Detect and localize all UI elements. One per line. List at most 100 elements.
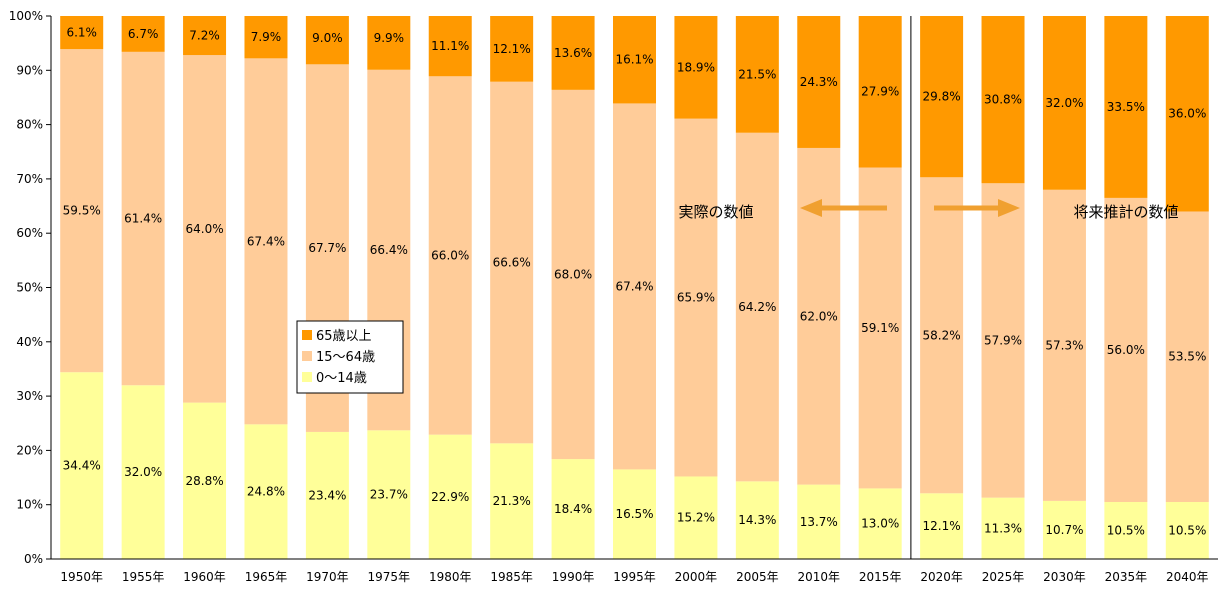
data-label: 13.0% bbox=[861, 517, 899, 531]
data-label: 56.0% bbox=[1107, 343, 1145, 357]
bar-segment bbox=[367, 16, 411, 70]
bar-segment bbox=[1165, 501, 1209, 559]
x-tick-label: 1960年 bbox=[183, 570, 226, 584]
bar-segment bbox=[551, 459, 595, 559]
data-label: 67.4% bbox=[615, 279, 653, 293]
data-label: 59.5% bbox=[63, 204, 101, 218]
bar-segment bbox=[858, 488, 902, 559]
data-label: 67.4% bbox=[247, 234, 285, 248]
data-label: 18.4% bbox=[554, 502, 592, 516]
bar-segment bbox=[551, 16, 595, 90]
data-label: 21.5% bbox=[738, 67, 776, 81]
x-axis: 1950年 1955年 1960年 1965年 1970年 1975年 1980年 1985年… bbox=[51, 558, 1218, 584]
bar-segment bbox=[490, 443, 534, 559]
bar-segment bbox=[490, 16, 534, 82]
bar-segment bbox=[797, 484, 841, 559]
x-tick-label: 2020年 bbox=[920, 570, 963, 584]
bar-segment bbox=[1165, 211, 1209, 502]
bar-segment bbox=[428, 434, 472, 559]
arrow-left-icon bbox=[800, 199, 887, 217]
data-label: 28.8% bbox=[185, 474, 223, 488]
bar-data-labels: 34.4% 59.5% 6.1% 32.0% 61.4% 6.7% 28.8% 64.0% 7.… bbox=[63, 26, 1207, 538]
data-label: 12.1% bbox=[493, 42, 531, 56]
bar-segment bbox=[735, 16, 779, 133]
bar-segment bbox=[1042, 16, 1086, 190]
stacked-bars bbox=[60, 16, 1209, 559]
bar-segment bbox=[674, 476, 718, 559]
legend-swatch bbox=[302, 330, 312, 340]
x-tick-label: 2010年 bbox=[797, 570, 840, 584]
data-label: 59.1% bbox=[861, 321, 899, 335]
bar-segment bbox=[1042, 189, 1086, 501]
data-label: 53.5% bbox=[1168, 350, 1206, 364]
data-label: 21.3% bbox=[493, 494, 531, 508]
bar-segment bbox=[674, 16, 718, 119]
bar-segment bbox=[244, 424, 288, 559]
bar-segment bbox=[244, 16, 288, 59]
data-label: 68.0% bbox=[554, 267, 592, 281]
x-tick-label: 1975年 bbox=[368, 570, 411, 584]
data-label: 66.4% bbox=[370, 243, 408, 257]
bar-segment bbox=[183, 16, 227, 56]
bar-segment bbox=[367, 430, 411, 559]
bar-segment bbox=[1104, 197, 1148, 502]
data-label: 10.7% bbox=[1045, 523, 1083, 537]
data-label: 62.0% bbox=[800, 309, 838, 323]
bar-segment bbox=[858, 167, 902, 489]
x-tick-label: 2030年 bbox=[1043, 570, 1086, 584]
data-label: 33.5% bbox=[1107, 100, 1145, 114]
data-label: 30.8% bbox=[984, 93, 1022, 107]
bar-segment bbox=[490, 81, 534, 444]
bar-segment bbox=[1104, 16, 1148, 198]
x-tick-label: 2040年 bbox=[1166, 570, 1209, 584]
legend-label: 65歳以上 bbox=[316, 329, 372, 344]
data-label: 10.5% bbox=[1107, 523, 1145, 537]
data-label: 64.2% bbox=[738, 300, 776, 314]
bar-segment bbox=[674, 118, 718, 477]
bar-segment bbox=[981, 497, 1025, 559]
data-label: 32.0% bbox=[124, 465, 162, 479]
bar-segment bbox=[121, 385, 165, 559]
bar-segment bbox=[305, 16, 349, 65]
annotation-actual-values: 実際の数値 bbox=[678, 203, 753, 221]
bar-segment bbox=[920, 493, 964, 559]
data-label: 18.9% bbox=[677, 60, 715, 74]
bar-segment bbox=[858, 16, 902, 168]
bar-segment bbox=[60, 49, 104, 373]
y-axis: 0% 10% 20% 30% 40% 50% 60% 70% 80% 90% 100% bbox=[9, 9, 52, 566]
data-label: 24.8% bbox=[247, 485, 285, 499]
data-label: 7.2% bbox=[189, 29, 220, 43]
x-tick-label: 1995年 bbox=[613, 570, 656, 584]
legend-box bbox=[296, 320, 404, 394]
y-tick-label: 50% bbox=[16, 281, 43, 295]
bar-segment bbox=[981, 16, 1025, 184]
bar-segment bbox=[428, 76, 472, 435]
bar-segment bbox=[613, 16, 656, 104]
arrow-head bbox=[800, 199, 822, 217]
data-label: 10.5% bbox=[1168, 523, 1206, 537]
legend-label: 0～14歳 bbox=[316, 371, 367, 386]
data-label: 32.0% bbox=[1045, 96, 1083, 110]
y-tick-label: 30% bbox=[16, 389, 43, 403]
data-label: 6.7% bbox=[128, 27, 159, 41]
bar-segment bbox=[121, 16, 165, 52]
data-label: 29.8% bbox=[923, 90, 961, 104]
bar-segment bbox=[305, 431, 349, 559]
x-tick-label: 2035年 bbox=[1105, 570, 1148, 584]
y-tick-label: 0% bbox=[24, 552, 43, 566]
bar-segment bbox=[1165, 16, 1209, 212]
data-label: 65.9% bbox=[677, 291, 715, 305]
y-tick-label: 80% bbox=[16, 118, 43, 132]
data-label: 16.5% bbox=[615, 507, 653, 521]
data-label: 9.0% bbox=[312, 31, 343, 45]
bar-segment bbox=[613, 469, 656, 559]
x-tick-label: 2015年 bbox=[859, 570, 902, 584]
arrow-right-icon bbox=[934, 199, 1020, 217]
y-tick-label: 20% bbox=[16, 443, 43, 457]
legend-swatch bbox=[302, 372, 312, 382]
data-label: 16.1% bbox=[615, 53, 653, 67]
bar-segment bbox=[920, 177, 964, 494]
data-label: 57.3% bbox=[1045, 338, 1083, 352]
bar-segment bbox=[428, 16, 472, 77]
data-label: 9.9% bbox=[374, 31, 405, 45]
